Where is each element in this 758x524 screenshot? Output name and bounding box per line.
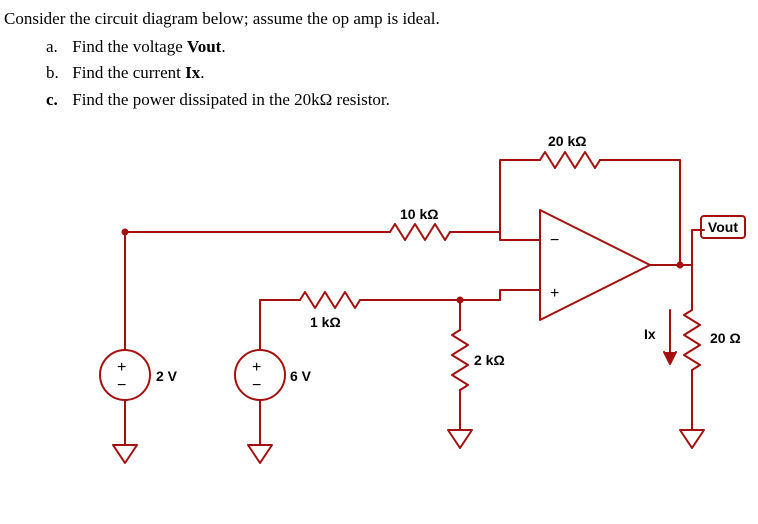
- label-v2: 2 V: [156, 368, 177, 384]
- label-r10k: 10 kΩ: [400, 206, 438, 222]
- label-c: c.: [46, 87, 68, 113]
- label-r20: 20 Ω: [710, 330, 741, 346]
- circuit-diagram: − + + −: [0, 130, 758, 519]
- question-b: b. Find the current Ix.: [46, 60, 754, 86]
- label-r2k: 2 kΩ: [474, 352, 505, 368]
- bold-b: Ix: [185, 63, 200, 82]
- suffix-a: .: [221, 37, 225, 56]
- question-list: a. Find the voltage Vout. b. Find the cu…: [46, 34, 754, 113]
- svg-text:−: −: [550, 232, 559, 249]
- intro-line: Consider the circuit diagram below; assu…: [4, 6, 754, 32]
- label-v6: 6 V: [290, 368, 311, 384]
- text-b: Find the current: [72, 63, 185, 82]
- label-r20k: 20 kΩ: [548, 133, 586, 149]
- label-a: a.: [46, 34, 68, 60]
- vout-label: Vout: [700, 215, 746, 239]
- label-ix: Ix: [644, 326, 656, 342]
- bold-a: Vout: [187, 37, 221, 56]
- suffix-b: .: [200, 63, 204, 82]
- label-b: b.: [46, 60, 68, 86]
- label-r1k: 1 kΩ: [310, 314, 341, 330]
- question-a: a. Find the voltage Vout.: [46, 34, 754, 60]
- svg-text:−: −: [117, 377, 126, 394]
- svg-text:+: +: [550, 285, 559, 302]
- text-a: Find the voltage: [72, 37, 187, 56]
- problem-statement: Consider the circuit diagram below; assu…: [0, 0, 758, 112]
- svg-text:+: +: [252, 359, 261, 376]
- svg-text:+: +: [117, 359, 126, 376]
- svg-text:−: −: [252, 377, 261, 394]
- text-c: Find the power dissipated in the 20kΩ re…: [72, 90, 390, 109]
- question-c: c. Find the power dissipated in the 20kΩ…: [46, 87, 754, 113]
